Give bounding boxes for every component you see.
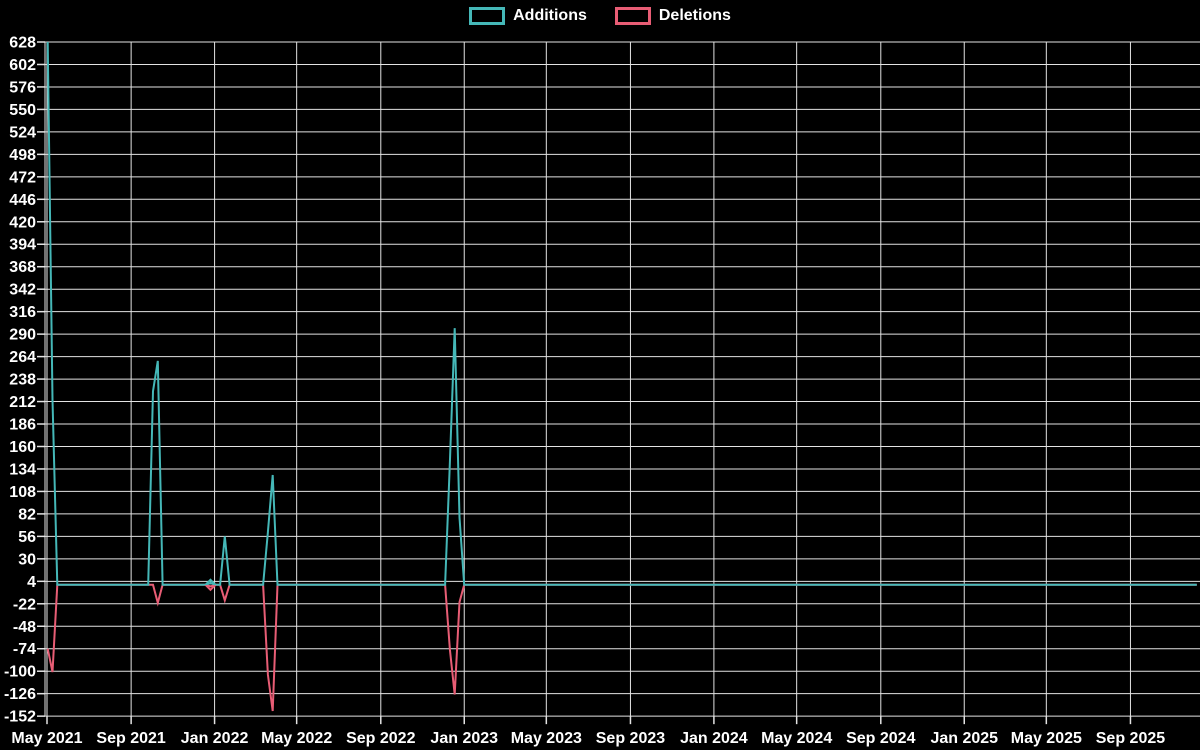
chart-legend: Additions Deletions xyxy=(0,7,1200,25)
legend-item-deletions[interactable]: Deletions xyxy=(614,7,731,25)
svg-text:Jan 2022: Jan 2022 xyxy=(181,730,249,747)
svg-text:-100: -100 xyxy=(4,664,36,681)
svg-text:-48: -48 xyxy=(13,619,36,636)
svg-text:394: 394 xyxy=(9,237,36,254)
svg-text:May 2021: May 2021 xyxy=(11,730,82,747)
svg-text:602: 602 xyxy=(9,57,36,74)
svg-text:-22: -22 xyxy=(13,596,36,613)
svg-text:498: 498 xyxy=(9,147,36,164)
svg-text:108: 108 xyxy=(9,484,36,501)
svg-text:Jan 2025: Jan 2025 xyxy=(930,730,998,747)
svg-text:-126: -126 xyxy=(4,686,36,703)
svg-text:212: 212 xyxy=(9,394,36,411)
deletions-swatch-icon xyxy=(614,7,651,25)
svg-text:186: 186 xyxy=(9,417,36,434)
svg-text:-74: -74 xyxy=(13,641,36,658)
svg-text:May 2023: May 2023 xyxy=(511,730,582,747)
svg-text:576: 576 xyxy=(9,79,36,96)
svg-text:134: 134 xyxy=(9,461,36,478)
svg-text:Sep 2021: Sep 2021 xyxy=(96,730,165,747)
svg-text:160: 160 xyxy=(9,439,36,456)
svg-text:420: 420 xyxy=(9,214,36,231)
legend-item-additions[interactable]: Additions xyxy=(469,7,587,25)
svg-text:290: 290 xyxy=(9,327,36,344)
svg-text:446: 446 xyxy=(9,192,36,209)
svg-text:May 2022: May 2022 xyxy=(261,730,332,747)
svg-text:56: 56 xyxy=(18,529,36,546)
svg-text:550: 550 xyxy=(9,102,36,119)
svg-text:Sep 2022: Sep 2022 xyxy=(346,730,415,747)
svg-text:4: 4 xyxy=(27,574,36,591)
legend-label-additions: Additions xyxy=(513,7,587,24)
additions-swatch-icon xyxy=(469,7,506,25)
legend-label-deletions: Deletions xyxy=(658,7,731,24)
svg-text:Sep 2025: Sep 2025 xyxy=(1096,730,1165,747)
svg-text:30: 30 xyxy=(18,551,36,568)
svg-text:342: 342 xyxy=(9,282,36,299)
svg-text:524: 524 xyxy=(9,124,36,141)
svg-text:628: 628 xyxy=(9,35,36,52)
svg-text:472: 472 xyxy=(9,169,36,186)
svg-text:Jan 2023: Jan 2023 xyxy=(430,730,498,747)
svg-text:May 2025: May 2025 xyxy=(1011,730,1082,747)
svg-text:264: 264 xyxy=(9,349,36,366)
svg-text:May 2024: May 2024 xyxy=(761,730,832,747)
svg-text:Sep 2024: Sep 2024 xyxy=(846,730,915,747)
svg-text:Jan 2024: Jan 2024 xyxy=(680,730,748,747)
svg-text:368: 368 xyxy=(9,259,36,276)
svg-text:-152: -152 xyxy=(4,709,36,726)
svg-text:238: 238 xyxy=(9,372,36,389)
svg-text:316: 316 xyxy=(9,304,36,321)
svg-text:82: 82 xyxy=(18,506,36,523)
svg-text:Sep 2023: Sep 2023 xyxy=(596,730,665,747)
